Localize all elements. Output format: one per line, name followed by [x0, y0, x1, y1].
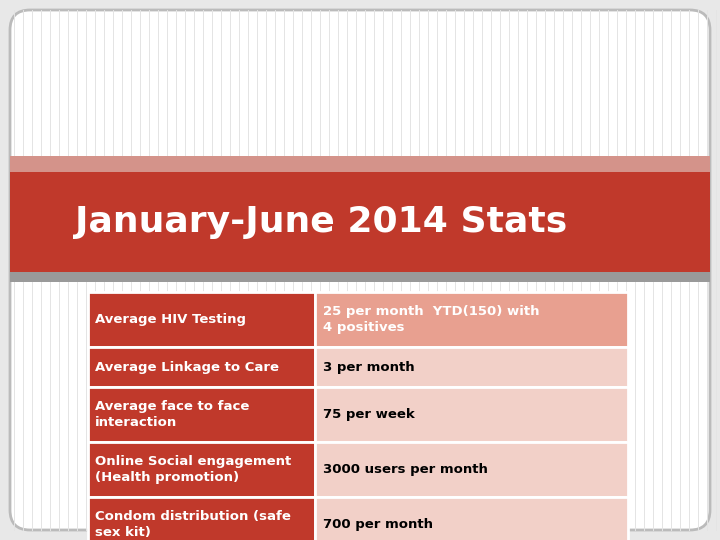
Text: 3 per month: 3 per month — [323, 361, 415, 374]
Text: 75 per week: 75 per week — [323, 408, 415, 421]
Text: January-June 2014 Stats: January-June 2014 Stats — [75, 205, 567, 239]
Text: Average HIV Testing: Average HIV Testing — [95, 313, 246, 326]
Bar — [88, 497, 315, 540]
Bar — [88, 347, 315, 387]
Text: Average face to face
interaction: Average face to face interaction — [95, 400, 249, 429]
Text: 3000 users per month: 3000 users per month — [323, 463, 488, 476]
Bar — [10, 172, 710, 272]
Bar — [88, 442, 315, 497]
Text: Average Linkage to Care: Average Linkage to Care — [95, 361, 279, 374]
Bar — [315, 497, 628, 540]
Bar — [88, 292, 315, 347]
Bar — [315, 292, 628, 347]
Text: Condom distribution (safe
sex kit): Condom distribution (safe sex kit) — [95, 510, 291, 539]
Bar — [315, 387, 628, 442]
Bar — [10, 156, 710, 172]
Text: 700 per month: 700 per month — [323, 518, 433, 531]
Text: 25 per month  YTD(150) with
4 positives: 25 per month YTD(150) with 4 positives — [323, 305, 539, 334]
Bar — [10, 272, 710, 282]
Text: Online Social engagement
(Health promotion): Online Social engagement (Health promoti… — [95, 455, 292, 484]
Bar — [315, 347, 628, 387]
FancyBboxPatch shape — [10, 10, 710, 530]
Bar — [315, 442, 628, 497]
Bar — [88, 387, 315, 442]
